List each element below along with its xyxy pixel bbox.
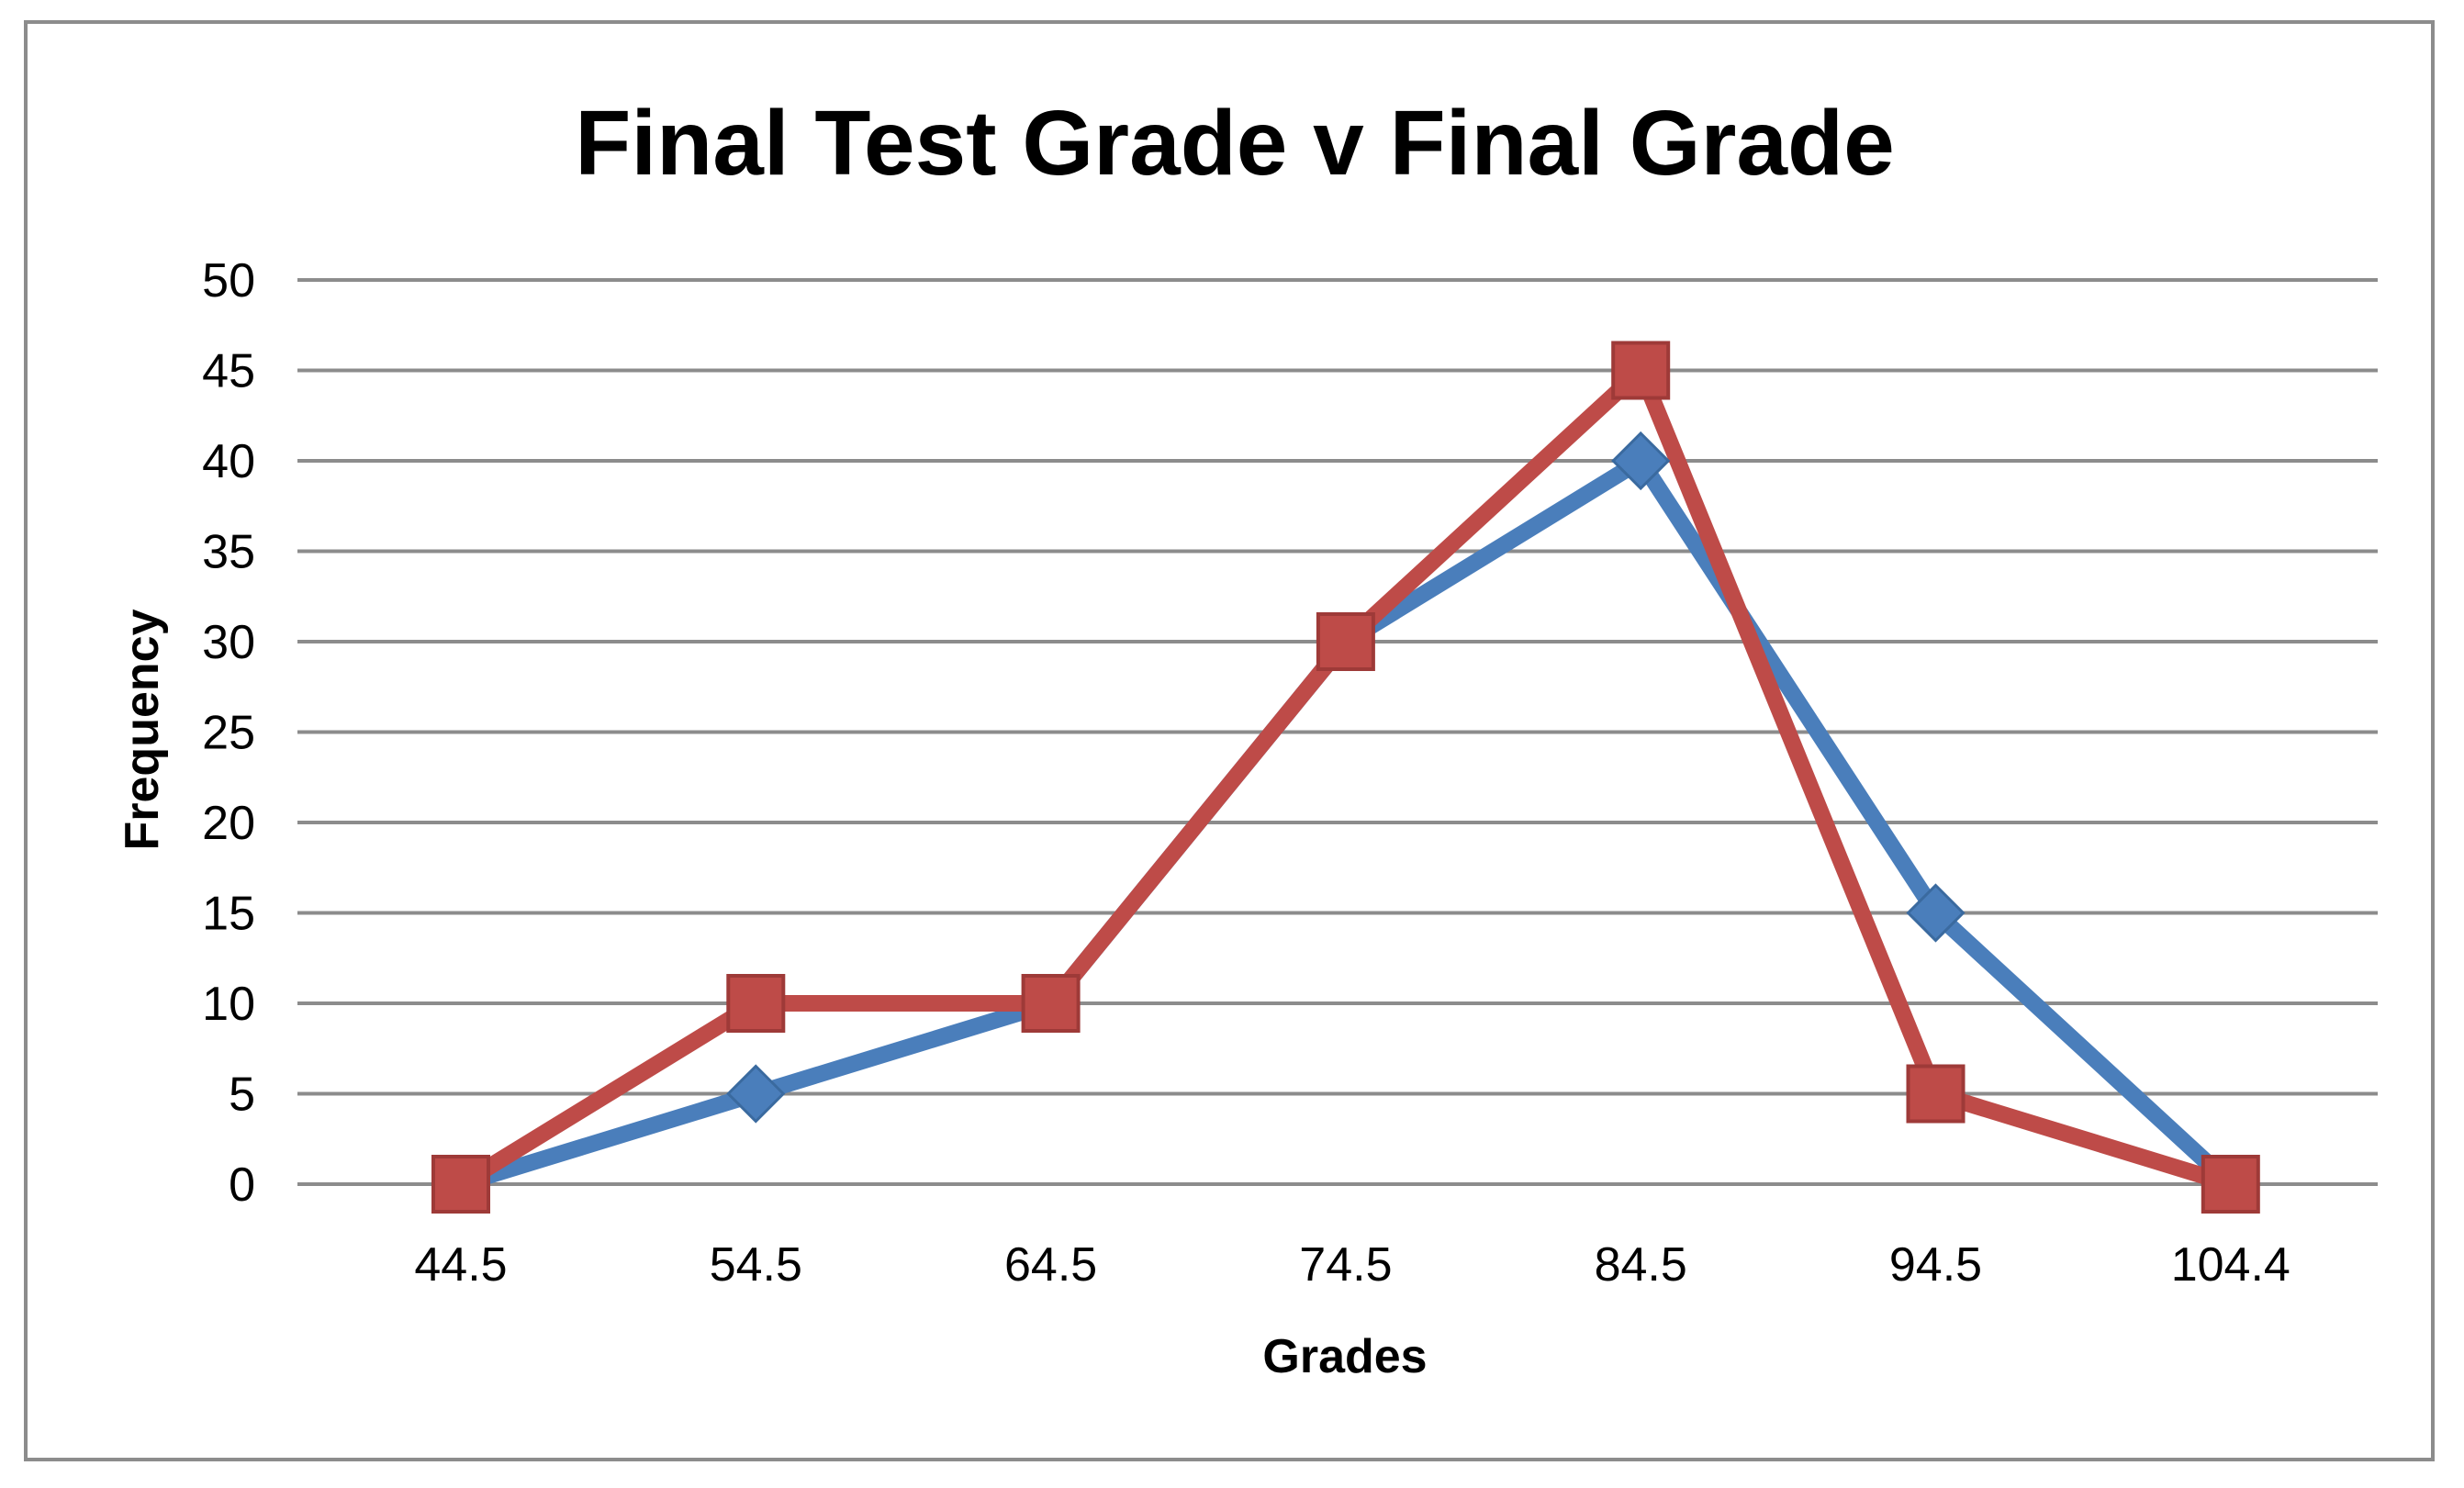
- chart-title: Final Test Grade v Final Grade: [575, 92, 1894, 195]
- y-tick-label-20: 20: [202, 797, 255, 850]
- y-tick-label-25: 25: [202, 707, 255, 760]
- series-1-point-5: [1906, 1064, 1966, 1124]
- x-axis-title: Grades: [1262, 1330, 1427, 1383]
- x-tick-label-0: 44.5: [414, 1238, 507, 1292]
- y-tick-label-15: 15: [202, 888, 255, 941]
- series-markers: [431, 341, 2260, 1214]
- y-tick-label-45: 45: [202, 345, 255, 398]
- series-1-point-4: [1611, 341, 1671, 400]
- y-tick-label-35: 35: [202, 526, 255, 579]
- y-axis-title: Frequency: [116, 609, 169, 850]
- series-0-point-1: [726, 1064, 786, 1124]
- chart-frame: [24, 20, 2435, 1461]
- x-tick-label-5: 94.5: [1889, 1238, 1982, 1292]
- y-tick-label-10: 10: [202, 978, 255, 1031]
- y-tick-label-0: 0: [229, 1158, 255, 1212]
- x-tick-label-2: 64.5: [1004, 1238, 1097, 1292]
- y-tick-label-40: 40: [202, 435, 255, 488]
- series-1-point-6: [2201, 1155, 2260, 1214]
- x-axis-ticks: 44.5 54.5 64.5 74.5 84.5 94.5 104.4: [414, 1238, 2290, 1292]
- series-0-point-4: [1611, 431, 1671, 491]
- series-1-point-2: [1021, 974, 1081, 1033]
- series-1-point-0: [431, 1155, 490, 1214]
- series-0-point-5: [1906, 883, 1966, 943]
- x-tick-label-4: 84.5: [1595, 1238, 1687, 1292]
- y-tick-label-5: 5: [229, 1068, 255, 1122]
- x-tick-label-1: 54.5: [710, 1238, 802, 1292]
- y-axis-ticks: 0 5 10 15 20 25 30 35 40 45 50: [202, 254, 255, 1212]
- y-tick-label-50: 50: [202, 254, 255, 308]
- series-1-point-1: [726, 974, 786, 1033]
- series-1-point-3: [1316, 612, 1375, 671]
- x-tick-label-3: 74.5: [1299, 1238, 1392, 1292]
- x-tick-label-6: 104.4: [2171, 1238, 2290, 1292]
- y-tick-label-30: 30: [202, 616, 255, 669]
